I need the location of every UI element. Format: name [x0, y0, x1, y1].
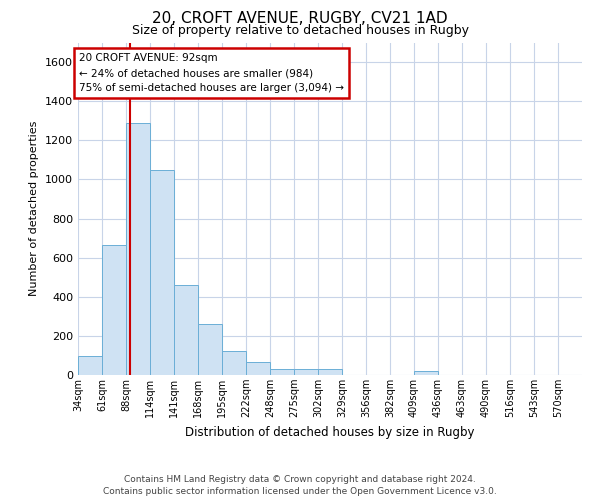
- Text: 20, CROFT AVENUE, RUGBY, CV21 1AD: 20, CROFT AVENUE, RUGBY, CV21 1AD: [152, 11, 448, 26]
- Text: Size of property relative to detached houses in Rugby: Size of property relative to detached ho…: [131, 24, 469, 37]
- Text: Contains HM Land Registry data © Crown copyright and database right 2024.
Contai: Contains HM Land Registry data © Crown c…: [103, 474, 497, 496]
- Bar: [126, 122, 150, 375]
- Bar: [222, 350, 246, 375]
- X-axis label: Distribution of detached houses by size in Rugby: Distribution of detached houses by size …: [185, 426, 475, 438]
- Bar: [198, 324, 222, 375]
- Bar: [270, 369, 294, 375]
- Bar: [150, 170, 174, 375]
- Bar: [318, 369, 342, 375]
- Bar: [102, 245, 126, 375]
- Bar: [78, 356, 102, 375]
- Bar: [294, 369, 318, 375]
- Y-axis label: Number of detached properties: Number of detached properties: [29, 121, 40, 296]
- Text: 20 CROFT AVENUE: 92sqm
← 24% of detached houses are smaller (984)
75% of semi-de: 20 CROFT AVENUE: 92sqm ← 24% of detached…: [79, 54, 344, 93]
- Bar: [174, 285, 198, 375]
- Bar: [414, 371, 438, 375]
- Bar: [246, 362, 270, 375]
